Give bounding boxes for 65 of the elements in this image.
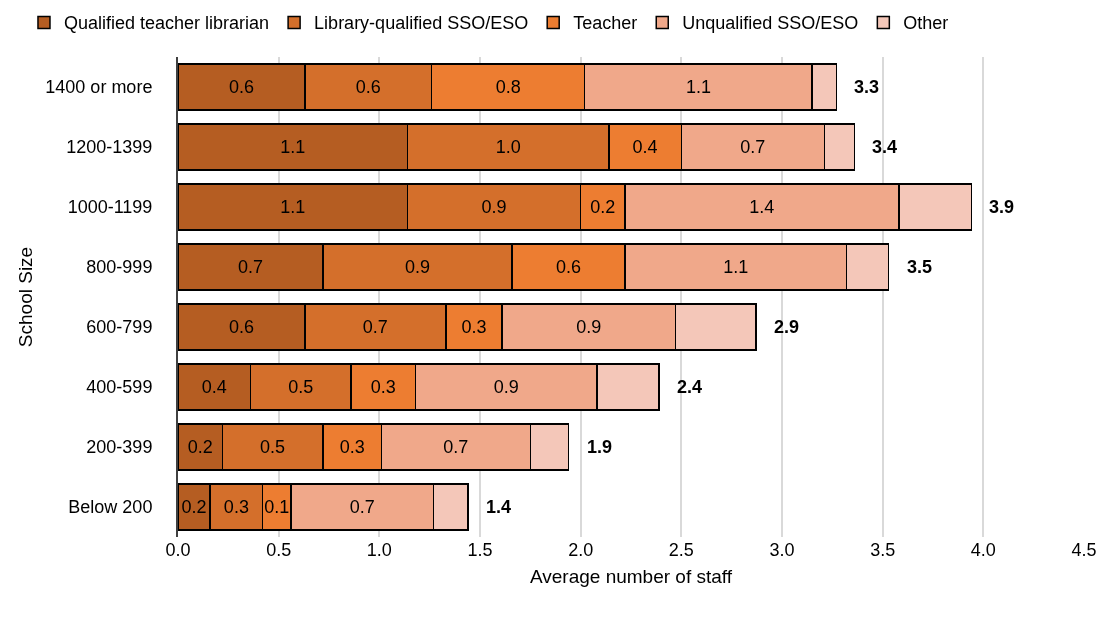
- data-label: 1.1: [685, 77, 711, 97]
- data-label: 0.7: [443, 437, 469, 457]
- total-label: 3.3: [854, 77, 880, 97]
- x-tick-label: 0.0: [165, 540, 191, 560]
- y-tick-label: 1400 or more: [45, 77, 153, 98]
- data-label: 0.6: [228, 317, 254, 337]
- total-label: 2.9: [774, 317, 800, 337]
- data-label: 0.6: [228, 77, 254, 97]
- legend-label: Qualified teacher librarian: [63, 13, 270, 34]
- data-label: 0.3: [223, 497, 249, 517]
- data-label: 0.4: [201, 377, 227, 397]
- total-label: 1.4: [486, 497, 512, 517]
- total-label: 3.5: [907, 257, 933, 277]
- x-tick-label: 1.0: [366, 540, 392, 560]
- x-axis-title: Average number of staff: [529, 565, 733, 587]
- data-label: 0.7: [740, 137, 766, 157]
- data-label: 0.7: [349, 497, 375, 517]
- y-tick-label: 200-399: [86, 437, 153, 458]
- data-label: 0.3: [370, 377, 396, 397]
- data-label: 0.8: [495, 77, 521, 97]
- legend-label: Unqualified SSO/ESO: [682, 13, 859, 34]
- data-label: 1.0: [495, 137, 521, 157]
- x-tick-label: 4.0: [970, 540, 996, 560]
- y-tick-label: Below 200: [68, 497, 153, 518]
- data-label: 0.6: [556, 257, 582, 277]
- data-label: 0.9: [405, 257, 431, 277]
- data-label: 0.3: [339, 437, 365, 457]
- data-label: 0.2: [181, 497, 207, 517]
- x-tick-label: 4.5: [1071, 540, 1097, 560]
- total-label: 3.4: [872, 137, 898, 157]
- data-label: 0.5: [260, 437, 286, 457]
- legend-label: Teacher: [573, 13, 638, 34]
- legend-label: Library-qualified SSO/ESO: [314, 13, 529, 34]
- total-label: 1.9: [587, 437, 613, 457]
- data-label: 0.1: [264, 497, 290, 517]
- x-tick-label: 0.5: [266, 540, 292, 560]
- data-label: 0.3: [461, 317, 487, 337]
- x-tick-label: 2.5: [668, 540, 694, 560]
- x-tick-label: 2.0: [568, 540, 594, 560]
- data-label: 0.9: [576, 317, 602, 337]
- data-label: 0.9: [481, 197, 507, 217]
- data-label: 0.7: [362, 317, 388, 337]
- x-tick-label: 3.5: [870, 540, 896, 560]
- legend-label: Other: [903, 13, 949, 34]
- data-label: 0.9: [493, 377, 519, 397]
- data-label: 0.7: [237, 257, 263, 277]
- data-label: 1.1: [280, 197, 306, 217]
- y-axis-title: School Size: [14, 246, 36, 348]
- y-tick-label: 600-799: [86, 317, 153, 338]
- data-label: 1.1: [723, 257, 749, 277]
- data-label: 1.4: [749, 197, 775, 217]
- data-label: 0.4: [632, 137, 658, 157]
- y-tick-label: 1200-1399: [66, 137, 153, 158]
- x-tick-label: 1.5: [467, 540, 493, 560]
- y-tick-label: 800-999: [86, 257, 153, 278]
- data-label: 0.2: [187, 437, 213, 457]
- total-label: 2.4: [677, 377, 703, 397]
- y-tick-label: 400-599: [86, 377, 153, 398]
- y-tick-label: 1000-1199: [67, 197, 153, 218]
- x-tick-label: 3.0: [769, 540, 795, 560]
- data-label: 0.6: [355, 77, 381, 97]
- data-label: 0.5: [288, 377, 314, 397]
- data-label: 0.2: [590, 197, 616, 217]
- total-label: 3.9: [989, 197, 1015, 217]
- data-label: 1.1: [280, 137, 306, 157]
